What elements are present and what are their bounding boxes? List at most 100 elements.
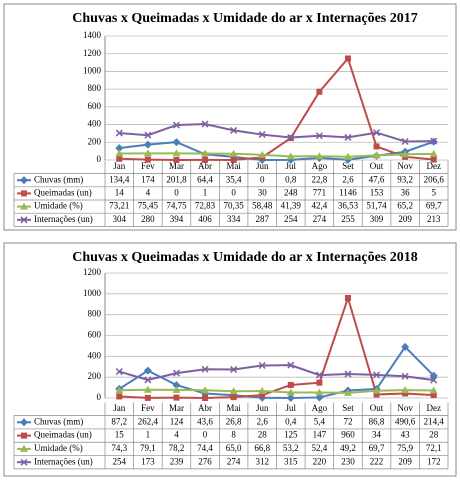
marker [144,156,151,163]
table-value: 52,4 [312,443,328,453]
table-value: 406 [198,214,212,224]
table-value: 214,4 [424,416,445,426]
table-value: 43,6 [197,416,213,426]
x-tick-label: Abr [198,403,212,413]
marker [115,144,124,153]
marker [259,392,266,399]
legend-label: Internações (un) [34,456,93,466]
marker [401,137,409,146]
marker [258,131,266,139]
series-line [119,123,434,143]
y-tick-label: 1000 [83,65,102,75]
table-value: 93,2 [397,174,413,184]
table-value: 262,4 [138,416,159,426]
table-value: 222 [370,456,384,466]
table-value: 4 [174,430,179,440]
marker [229,149,238,157]
marker [201,386,210,394]
marker [115,368,123,376]
table-value: 72 [343,416,352,426]
table-value: 58,48 [252,201,273,211]
series-line [119,152,434,158]
marker [429,386,438,394]
table-value: 309 [370,214,384,224]
table-value: 274 [313,214,327,224]
marker [143,140,152,149]
table-value: 490,6 [395,416,416,426]
x-tick-label: Nov [397,403,413,413]
table-value: 64,4 [197,174,213,184]
table-value: 960 [341,430,355,440]
x-tick-label: Ago [312,161,328,171]
x-tick-label: Set [342,403,354,413]
marker [402,390,409,397]
marker [115,129,123,137]
marker [202,395,209,401]
table-value: 14 [115,187,125,197]
marker [173,157,180,163]
legend-label: Internações (un) [34,214,93,224]
table-value: 15 [115,430,125,440]
marker [373,371,381,379]
marker [258,361,266,370]
table-value: 1 [203,187,208,197]
chart-title: Chuvas x Queimadas x Umidade do ar x Int… [72,250,418,265]
x-tick-label: Fev [141,403,155,413]
table-value: 70,35 [224,201,245,211]
table-value: 394 [170,214,184,224]
marker [172,121,180,129]
marker [315,388,324,396]
table-value: 254 [284,214,298,224]
x-tick-label: Dez [426,161,441,171]
table-value: 5,4 [314,416,326,426]
x-tick-label: Mar [169,161,184,171]
table-value: 147 [313,430,327,440]
table-value: 209 [398,456,412,466]
marker [429,149,438,157]
table-value: 65,0 [226,443,242,453]
table-value: 248 [284,187,298,197]
table-value: 174 [141,174,155,184]
marker [286,393,295,402]
table-value: 74,3 [111,443,127,453]
x-tick-label: Out [370,403,384,413]
y-tick-label: 400 [88,350,102,360]
marker [315,152,324,160]
table-value: 28 [258,430,268,440]
table-value: 274 [227,456,241,466]
table-value: 53,2 [283,443,299,453]
table-value: 36 [401,187,411,197]
table-value: 35,4 [226,174,242,184]
marker [344,133,352,141]
marker [143,366,152,375]
series-line [119,294,434,400]
marker [201,149,210,157]
table-value: 124 [170,416,184,426]
marker [116,155,123,162]
marker [21,432,27,439]
table-value: 173 [141,456,155,466]
marker [115,386,124,394]
marker [172,381,181,390]
table-value: 72,1 [426,443,442,453]
table-value: 201,8 [166,174,187,184]
legend-label: Queimadas (un) [34,430,92,440]
y-tick-label: 200 [88,136,102,146]
x-tick-label: Out [370,161,384,171]
table-value: 1 [146,430,151,440]
x-tick-label: Fev [141,161,155,171]
x-tick-label: Set [342,161,354,171]
table-value: 134,4 [109,174,130,184]
marker [258,387,267,395]
table-value: 5 [431,187,436,197]
x-tick-label: Abr [198,161,212,171]
marker [144,394,151,401]
y-tick-label: 1400 [83,30,102,40]
table-value: 315 [284,456,298,466]
marker [316,379,323,386]
table-value: 75,45 [138,201,159,211]
table-value: 230 [341,456,355,466]
marker [230,394,237,401]
table-value: 213 [427,214,441,224]
series-line [118,345,435,399]
